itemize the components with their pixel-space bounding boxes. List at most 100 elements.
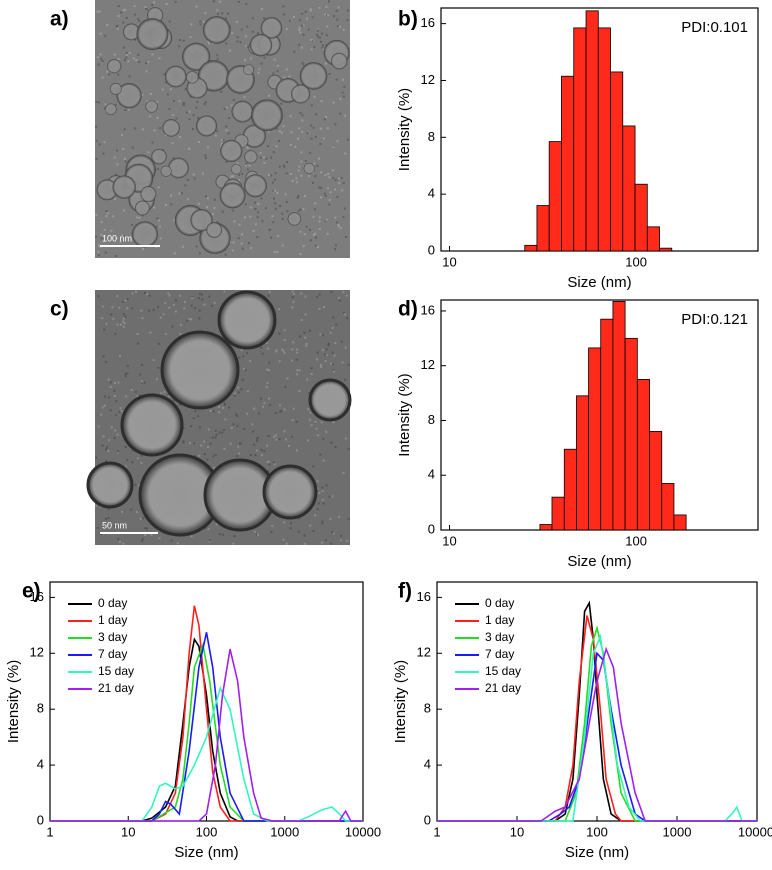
- noise: [122, 235, 125, 238]
- noise: [276, 192, 279, 195]
- noise: [113, 156, 116, 159]
- noise: [157, 167, 160, 170]
- noise: [249, 206, 252, 209]
- noise: [245, 145, 248, 148]
- noise: [144, 533, 147, 536]
- noise: [300, 292, 303, 295]
- noise: [152, 359, 155, 362]
- x-tick-label: 10: [442, 533, 456, 548]
- legend-label: 21 day: [485, 681, 521, 695]
- noise: [197, 202, 200, 205]
- noise: [273, 463, 276, 466]
- noise: [207, 40, 210, 43]
- noise: [230, 426, 233, 429]
- noise: [181, 192, 184, 195]
- particle: [105, 103, 117, 115]
- noise: [295, 177, 298, 180]
- noise: [242, 355, 245, 358]
- noise: [289, 527, 292, 530]
- noise: [342, 291, 345, 294]
- legend-label: 3 day: [485, 630, 514, 644]
- noise: [272, 72, 275, 75]
- noise: [115, 173, 118, 176]
- noise: [253, 407, 256, 410]
- y-axis-label: Intensity (%): [396, 88, 413, 171]
- noise: [344, 378, 347, 381]
- noise: [246, 45, 249, 48]
- noise: [290, 522, 293, 525]
- noise: [165, 203, 168, 206]
- noise: [320, 127, 323, 130]
- noise: [145, 70, 148, 73]
- noise: [340, 534, 343, 537]
- noise: [297, 530, 300, 533]
- noise: [342, 471, 345, 474]
- noise: [326, 232, 329, 235]
- noise: [109, 386, 112, 389]
- noise: [307, 408, 310, 411]
- noise: [291, 419, 294, 422]
- noise: [291, 296, 294, 299]
- noise: [304, 160, 307, 163]
- noise: [99, 533, 102, 536]
- noise: [116, 295, 119, 298]
- noise: [314, 514, 317, 517]
- noise: [241, 173, 244, 176]
- noise: [191, 296, 194, 299]
- particle: [151, 148, 167, 165]
- noise: [221, 12, 224, 15]
- noise: [346, 138, 349, 141]
- noise: [274, 172, 277, 175]
- noise: [324, 539, 327, 542]
- noise: [131, 223, 134, 226]
- noise: [338, 515, 341, 518]
- noise: [291, 348, 294, 351]
- noise: [273, 58, 276, 61]
- noise: [312, 126, 315, 129]
- noise: [300, 160, 303, 163]
- noise: [285, 200, 288, 203]
- bar: [636, 379, 650, 531]
- noise: [315, 244, 318, 247]
- noise: [342, 311, 345, 314]
- noise: [157, 186, 160, 189]
- noise: [97, 425, 100, 428]
- particle: [249, 33, 273, 57]
- noise: [159, 127, 162, 130]
- noise: [167, 292, 170, 295]
- noise: [305, 342, 308, 345]
- noise: [324, 62, 327, 65]
- noise: [172, 399, 175, 402]
- noise: [222, 533, 225, 536]
- noise: [115, 400, 118, 403]
- noise: [271, 215, 274, 218]
- noise: [204, 12, 207, 15]
- noise: [159, 316, 162, 319]
- x-tick-label: 10: [510, 824, 524, 839]
- noise: [122, 317, 125, 320]
- noise: [227, 132, 230, 135]
- noise: [302, 24, 305, 27]
- noise: [134, 483, 137, 486]
- noise: [216, 58, 219, 61]
- noise: [138, 394, 141, 397]
- y-tick-label: 8: [424, 701, 431, 716]
- particle: [162, 119, 180, 137]
- noise: [236, 415, 239, 418]
- noise: [329, 191, 332, 194]
- noise: [143, 381, 146, 384]
- noise: [314, 420, 317, 423]
- noise: [295, 348, 298, 351]
- noise: [238, 452, 241, 455]
- noise: [267, 94, 270, 97]
- noise: [122, 542, 125, 545]
- noise: [298, 43, 301, 46]
- noise: [313, 95, 316, 98]
- tem-image: [95, 0, 350, 258]
- y-tick-label: 4: [428, 467, 435, 482]
- noise: [319, 364, 322, 367]
- particle: [140, 186, 157, 203]
- noise: [122, 209, 125, 212]
- noise: [172, 157, 175, 160]
- bar: [597, 27, 611, 252]
